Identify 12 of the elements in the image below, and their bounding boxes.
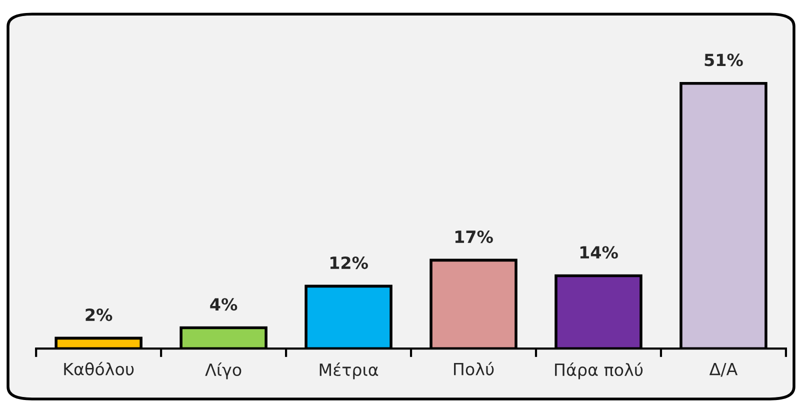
data-label: 2% <box>86 308 112 322</box>
x-tick-label: Πάρα πολύ <box>555 362 643 380</box>
data-label: 14% <box>580 246 618 259</box>
x-tick-label: Πολύ <box>454 362 494 376</box>
data-label: 4% <box>210 298 238 311</box>
data-label: 51% <box>704 54 743 66</box>
x-tick-label: Λίγο <box>205 362 242 380</box>
x-tick-label: Καθόλου <box>64 362 134 376</box>
data-label: 12% <box>330 256 368 270</box>
x-tick-label: Μέτρια <box>320 362 378 380</box>
x-tick-label: Δ/Α <box>709 362 738 377</box>
data-label: 17% <box>455 230 493 244</box>
